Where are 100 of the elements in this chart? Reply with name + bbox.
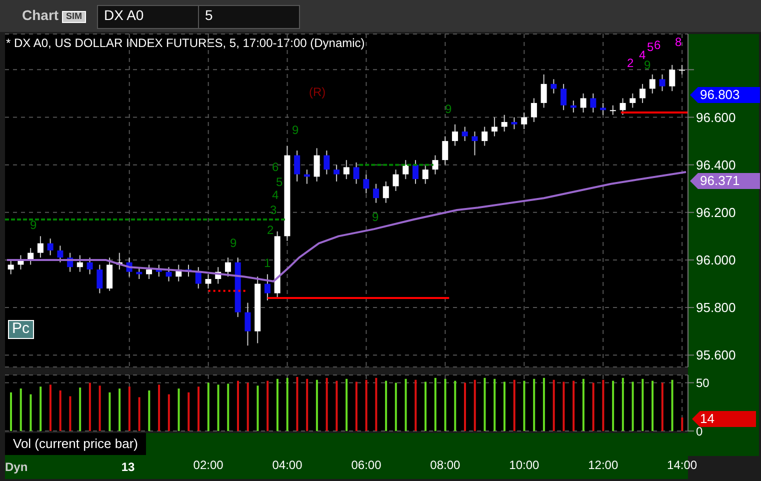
candlestick: [580, 92, 586, 113]
text: 13: [120, 459, 136, 475]
candlestick: [37, 236, 44, 258]
annotation: 9: [30, 218, 37, 232]
bar: [10, 392, 12, 431]
candlestick: [373, 183, 380, 204]
bar: [661, 382, 664, 431]
y-tick-label: 96.400: [696, 157, 736, 172]
candlestick: [630, 92, 636, 108]
bar: [128, 386, 130, 431]
candlestick: [432, 154, 438, 175]
candlestick: [392, 169, 399, 192]
bar: [542, 378, 545, 431]
bar: [533, 378, 536, 431]
candlestick: [8, 259, 14, 275]
candlestick: [353, 162, 360, 184]
bar: [138, 397, 140, 431]
bar: [652, 380, 654, 431]
bar: [30, 394, 32, 431]
annotation: 5: [647, 40, 654, 54]
y-tick-label: 0: [696, 424, 703, 438]
bar: [326, 378, 328, 431]
annotation: 2: [267, 223, 274, 238]
bar: [572, 380, 575, 431]
candlestick: [472, 131, 478, 156]
bar: [276, 378, 278, 431]
bar: [454, 380, 456, 431]
bar: [227, 384, 230, 431]
bar: [158, 384, 160, 431]
bar: [59, 390, 62, 431]
bar: [484, 378, 486, 431]
bar: [346, 378, 348, 431]
x-tick-label: 14:00: [667, 458, 698, 472]
bar: [622, 378, 624, 431]
annotation: 2: [627, 56, 634, 70]
annotation: 9: [292, 123, 299, 138]
annotation: 4: [272, 188, 279, 202]
candlestick: [224, 257, 231, 278]
bar: [681, 417, 684, 431]
candlestick: [462, 126, 468, 142]
candlestick: [57, 245, 64, 263]
bar: [108, 392, 111, 431]
candlestick: [590, 92, 596, 113]
candlestick: [264, 274, 270, 301]
y-tick-label: 95.600: [696, 348, 736, 363]
candlestick: [669, 64, 676, 92]
candlestick: [422, 164, 428, 184]
bar: [444, 378, 446, 431]
annotation: 9: [230, 236, 237, 250]
candlestick: [76, 254, 83, 272]
annotation: 3: [270, 203, 277, 218]
text: 14: [692, 411, 756, 427]
text: Chart: [22, 7, 59, 24]
candlestick: [324, 150, 330, 175]
bar: [494, 378, 496, 431]
candlestick: [649, 74, 656, 94]
bar: [168, 394, 170, 431]
text: 5: [205, 7, 213, 24]
text: Vol (current price bar): [5, 433, 146, 455]
candlestick: [610, 104, 616, 116]
candlestick: [382, 180, 389, 204]
annotation: 4: [639, 48, 646, 62]
y-tick-label: 96.200: [696, 205, 736, 220]
bar: [375, 378, 378, 431]
bar: [306, 378, 308, 431]
annotation: 6: [654, 38, 661, 52]
text: 96.371: [690, 173, 760, 189]
bar: [385, 380, 388, 431]
candlestick: [166, 266, 172, 282]
bar: [188, 392, 190, 431]
candlestick: [106, 257, 113, 292]
annotation: 6: [272, 160, 279, 174]
bar: [40, 386, 42, 431]
chart-title: * DX A0, US DOLLAR INDEX FUTURES, 5, 17:00-17:00 (Dynamic): [6, 36, 365, 50]
x-tick-label: 04:00: [272, 458, 303, 472]
candlestick: [86, 257, 93, 275]
text: DX A0: [104, 7, 144, 24]
bar: [79, 388, 82, 431]
candlestick: [47, 238, 54, 256]
bar: [336, 380, 338, 431]
bar: [632, 382, 634, 431]
bar: [266, 380, 269, 431]
candlestick: [205, 274, 212, 290]
bar: [178, 388, 180, 431]
y-tick-label: 50: [696, 376, 710, 390]
candlestick: [96, 264, 103, 294]
bar: [523, 380, 526, 431]
candlestick: [314, 148, 320, 182]
bar: [404, 378, 407, 431]
bar: [316, 380, 318, 431]
line-series: [6, 170, 688, 282]
candlestick: [482, 126, 488, 146]
candlestick: [600, 102, 606, 116]
x-tick-label: 10:00: [509, 458, 540, 472]
candlestick: [343, 160, 350, 180]
candlestick: [560, 83, 567, 111]
bar: [612, 380, 614, 431]
bar: [207, 382, 210, 431]
bar: [394, 382, 397, 431]
candlestick: [412, 160, 419, 184]
